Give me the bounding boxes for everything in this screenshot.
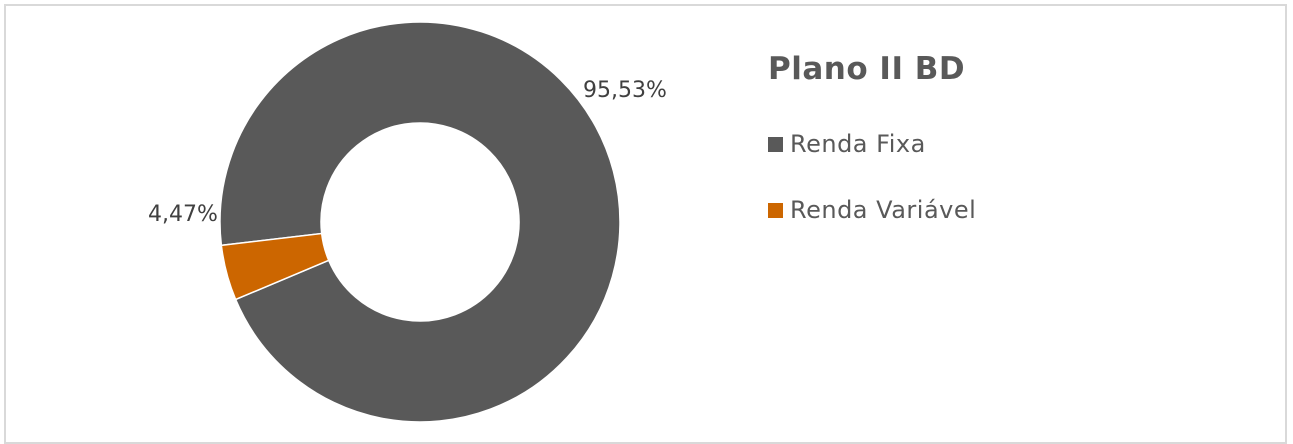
slice-renda-fixa (219, 21, 621, 423)
legend-item-renda-fixa: Renda Fixa (768, 128, 976, 160)
legend-swatch-renda-variavel (768, 202, 783, 218)
legend-swatch-renda-fixa (768, 136, 783, 152)
legend: Renda Fixa Renda Variável (768, 128, 976, 260)
legend-label-renda-fixa: Renda Fixa (790, 130, 926, 158)
legend-label-renda-variavel: Renda Variável (790, 196, 977, 224)
legend-item-renda-variavel: Renda Variável (768, 194, 976, 226)
data-label-renda-variavel: 4,47% (148, 202, 218, 227)
slice-renda-variavel (220, 232, 330, 301)
chart-title: Plano II BD (768, 51, 966, 87)
donut-slices (219, 21, 621, 423)
chart-frame (4, 4, 1287, 444)
data-label-renda-fixa: 95,53% (583, 78, 667, 103)
